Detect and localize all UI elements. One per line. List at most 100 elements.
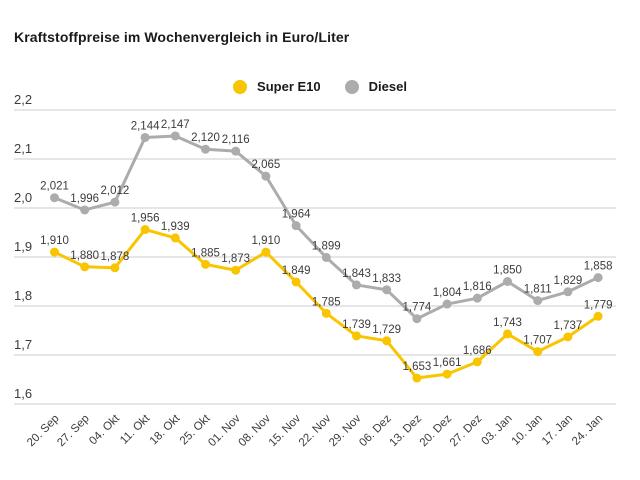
- data-point-label: 1,880: [70, 250, 99, 262]
- data-point: [593, 311, 603, 321]
- y-axis-tick-label: 1,6: [14, 386, 32, 401]
- data-point: [231, 146, 241, 156]
- data-point-label: 1,804: [433, 287, 462, 299]
- data-point: [50, 247, 59, 257]
- data-point-label: 1,910: [40, 235, 69, 247]
- data-point-label: 1,956: [131, 213, 160, 225]
- diesel-dot-icon: [344, 79, 359, 94]
- data-point-label: 1,858: [584, 261, 613, 273]
- data-point: [533, 296, 543, 306]
- x-axis-tick-label: 01. Nov: [206, 412, 243, 449]
- data-point-label: 1,779: [584, 299, 613, 311]
- data-point: [412, 314, 422, 324]
- data-point-label: 1,910: [252, 235, 281, 247]
- data-point: [110, 263, 120, 273]
- legend-item-diesel: Diesel: [344, 79, 407, 94]
- data-point-label: 1,686: [463, 345, 492, 357]
- data-point: [472, 357, 482, 367]
- data-point: [80, 205, 90, 215]
- y-axis-tick-label: 2,1: [14, 141, 32, 156]
- x-axis-tick-label: 18. Okt: [148, 412, 183, 447]
- data-point-label: 1,739: [342, 319, 371, 331]
- data-point-label: 1,743: [493, 317, 522, 329]
- data-point: [261, 247, 271, 257]
- x-axis-tick-label: 29. Nov: [327, 412, 364, 449]
- y-axis-tick-label: 1,8: [14, 288, 32, 303]
- x-axis-tick-label: 03. Jan: [479, 413, 514, 448]
- x-axis-tick-label: 13. Dez: [388, 412, 425, 449]
- x-axis-tick-label: 17. Jan: [540, 413, 575, 448]
- x-axis-tick-label: 24. Jan: [570, 413, 605, 448]
- data-point: [442, 299, 452, 309]
- data-point: [50, 193, 59, 203]
- data-point: [533, 347, 543, 357]
- y-axis-tick-label: 2,0: [14, 190, 32, 205]
- data-point: [140, 225, 150, 235]
- data-point: [170, 131, 180, 141]
- data-point: [442, 369, 452, 379]
- data-point-label: 2,021: [40, 181, 69, 193]
- data-point-label: 2,120: [191, 132, 220, 144]
- data-point-label: 1,873: [221, 253, 250, 265]
- data-point-label: 2,147: [161, 119, 190, 131]
- data-point-label: 2,065: [252, 159, 281, 171]
- data-point-label: 1,811: [524, 284, 552, 296]
- chart-title: Kraftstoffpreise im Wochenvergleich in E…: [14, 29, 350, 45]
- data-point: [412, 373, 422, 383]
- data-point-label: 1,939: [161, 221, 190, 233]
- x-axis-tick-label: 20. Dez: [418, 412, 455, 449]
- data-point-label: 1,707: [523, 335, 552, 347]
- data-point-label: 1,729: [372, 324, 401, 336]
- x-axis-tick-label: 06. Dez: [357, 412, 394, 449]
- data-point: [382, 285, 392, 295]
- x-axis-tick-label: 27. Sep: [55, 413, 92, 450]
- data-point: [503, 277, 512, 286]
- data-point: [231, 265, 241, 275]
- data-point: [382, 336, 392, 346]
- legend-label-super-e10: Super E10: [257, 79, 321, 94]
- data-point: [201, 144, 210, 154]
- data-point-label: 1,996: [70, 193, 99, 205]
- legend-label-diesel: Diesel: [368, 79, 407, 94]
- data-point-label: 1,878: [101, 251, 130, 263]
- y-axis-tick-label: 2,2: [14, 92, 32, 107]
- x-axis-tick-label: 10. Jan: [510, 413, 545, 448]
- data-point: [503, 329, 512, 339]
- data-point-label: 2,012: [101, 185, 130, 197]
- data-point-label: 1,850: [493, 265, 522, 277]
- data-point: [291, 277, 301, 287]
- data-point-label: 1,661: [433, 357, 462, 369]
- y-axis-tick-label: 1,9: [14, 239, 32, 254]
- data-point-label: 1,829: [554, 275, 583, 287]
- chart-legend: Super E10 Diesel: [0, 79, 640, 94]
- data-point-label: 1,899: [312, 240, 341, 252]
- data-point-label: 1,843: [342, 268, 371, 280]
- data-point: [593, 273, 603, 283]
- data-point-label: 2,116: [222, 134, 250, 146]
- data-point: [563, 332, 573, 342]
- data-point: [321, 308, 331, 318]
- data-point: [170, 233, 180, 243]
- x-axis-tick-label: 15. Nov: [267, 412, 304, 449]
- data-point: [352, 331, 361, 341]
- x-axis-tick-label: 11. Okt: [118, 412, 153, 447]
- data-point: [321, 252, 331, 262]
- data-point-label: 1,849: [282, 265, 311, 277]
- y-axis-tick-label: 1,7: [14, 337, 32, 352]
- data-point-label: 1,885: [191, 247, 220, 259]
- x-axis-tick-label: 08. Nov: [237, 412, 274, 449]
- data-point-label: 1,816: [463, 281, 492, 293]
- x-axis-tick-label: 27. Dez: [448, 412, 485, 449]
- data-point-label: 1,774: [403, 302, 432, 314]
- x-axis-tick-label: 22. Nov: [297, 412, 334, 449]
- data-point-label: 2,144: [131, 120, 160, 132]
- data-point-label: 1,785: [312, 296, 341, 308]
- data-point: [140, 132, 150, 142]
- data-point: [110, 197, 120, 207]
- legend-item-super-e10: Super E10: [233, 79, 321, 94]
- data-point: [563, 287, 573, 297]
- data-point-label: 1,653: [403, 361, 432, 373]
